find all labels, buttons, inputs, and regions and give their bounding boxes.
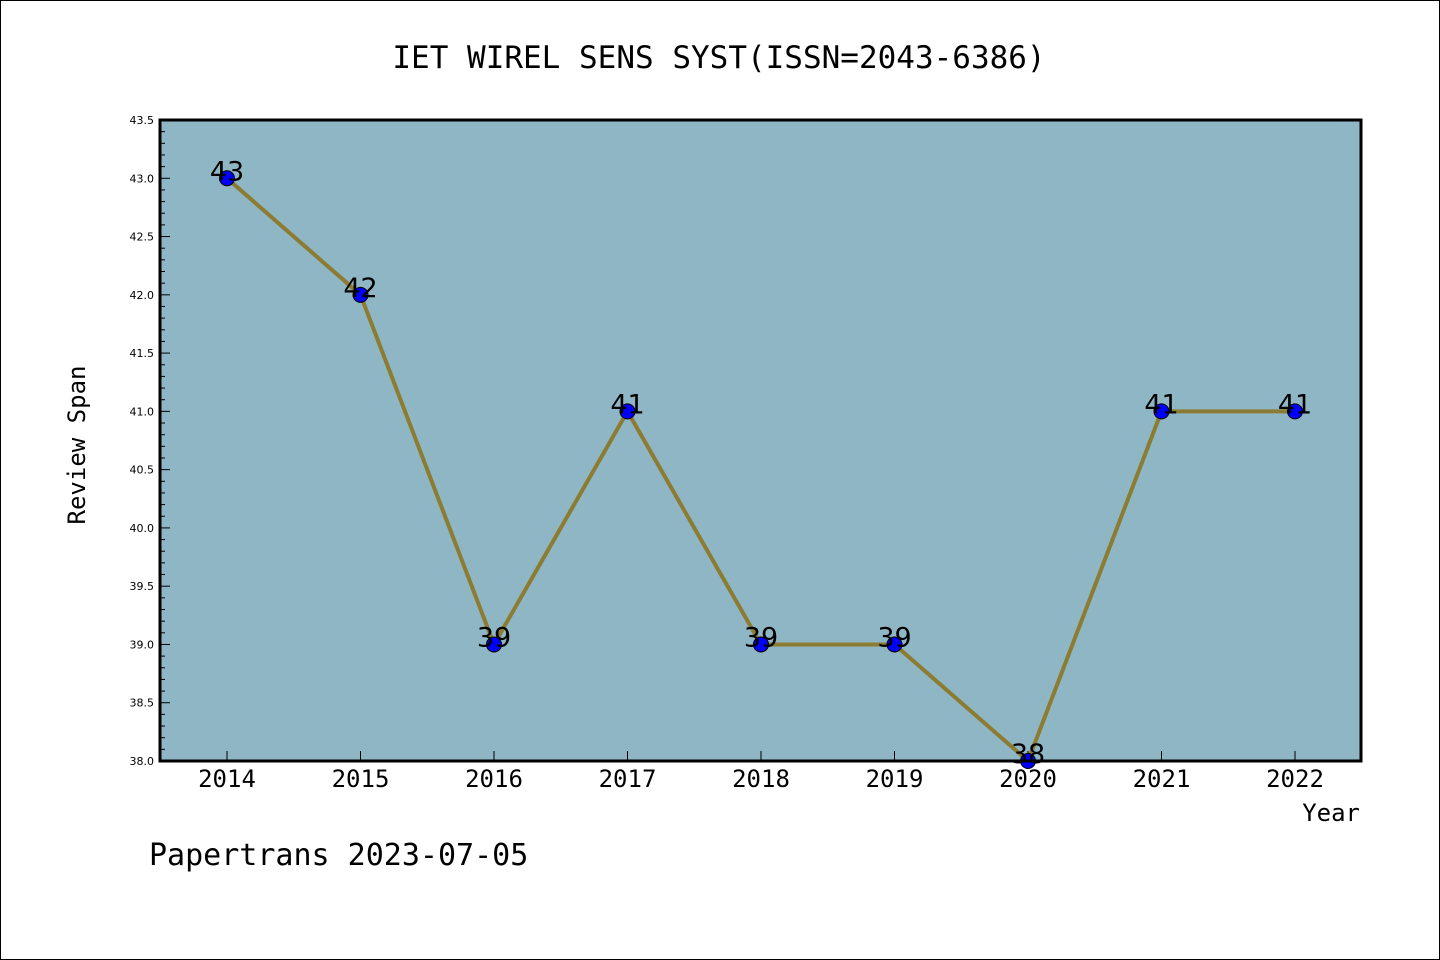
x-tick-label: 2022	[1266, 765, 1324, 793]
data-point	[352, 286, 369, 303]
y-tick-label: 40.5	[130, 464, 155, 477]
data-label: 42	[343, 273, 377, 304]
y-tick-label: 39.0	[130, 638, 155, 651]
data-label: 38	[1011, 739, 1045, 770]
data-label: 43	[210, 156, 244, 187]
y-axis-label: Review Span	[63, 366, 91, 525]
y-tick-label: 43.5	[130, 114, 155, 127]
y-tick-label: 42.0	[130, 289, 155, 302]
data-labels: 43 42 39 41 39 39 38 41 41	[210, 156, 1312, 770]
x-tick-label: 2018	[732, 765, 790, 793]
y-tick-label: 42.5	[130, 231, 155, 244]
plot-frame	[158, 118, 1363, 763]
data-point	[753, 636, 769, 653]
data-point	[619, 403, 636, 420]
x-tick-label: 2021	[1133, 765, 1191, 793]
y-tick-label: 40.0	[130, 522, 155, 535]
x-axis-ticks: 2014 2015 2016 2017 2018 2019 2020 2021 2022	[198, 751, 1324, 793]
x-tick-label: 2014	[198, 765, 256, 793]
data-label: 39	[477, 622, 511, 653]
data-label: 39	[744, 622, 778, 653]
y-tick-label: 43.0	[130, 172, 155, 185]
data-label: 41	[610, 389, 644, 420]
y-tick-label: 38.5	[130, 697, 155, 710]
series-markers	[219, 170, 1303, 769]
data-label: 41	[1278, 389, 1312, 420]
y-tick-label: 39.5	[130, 580, 155, 593]
data-point	[1287, 403, 1303, 420]
data-point	[1153, 403, 1170, 420]
data-point	[486, 636, 502, 653]
x-tick-label: 2016	[465, 765, 523, 793]
x-axis-label: Year	[1302, 799, 1360, 827]
y-tick-label: 38.0	[130, 755, 155, 768]
plot-area	[160, 120, 1361, 761]
data-label: 39	[877, 622, 911, 653]
data-point	[219, 170, 235, 187]
x-tick-label: 2015	[332, 765, 390, 793]
x-tick-label: 2019	[866, 765, 924, 793]
chart-title: IET WIREL SENS SYST(ISSN=2043-6386)	[392, 40, 1045, 76]
y-tick-label: 41.5	[130, 347, 155, 360]
data-label: 41	[1144, 389, 1178, 420]
x-tick-label: 2017	[599, 765, 657, 793]
footer-credit: Papertrans 2023-07-05	[149, 838, 528, 873]
y-tick-label: 41.0	[130, 405, 155, 418]
x-tick-label: 2020	[999, 765, 1057, 793]
data-point	[886, 636, 903, 653]
